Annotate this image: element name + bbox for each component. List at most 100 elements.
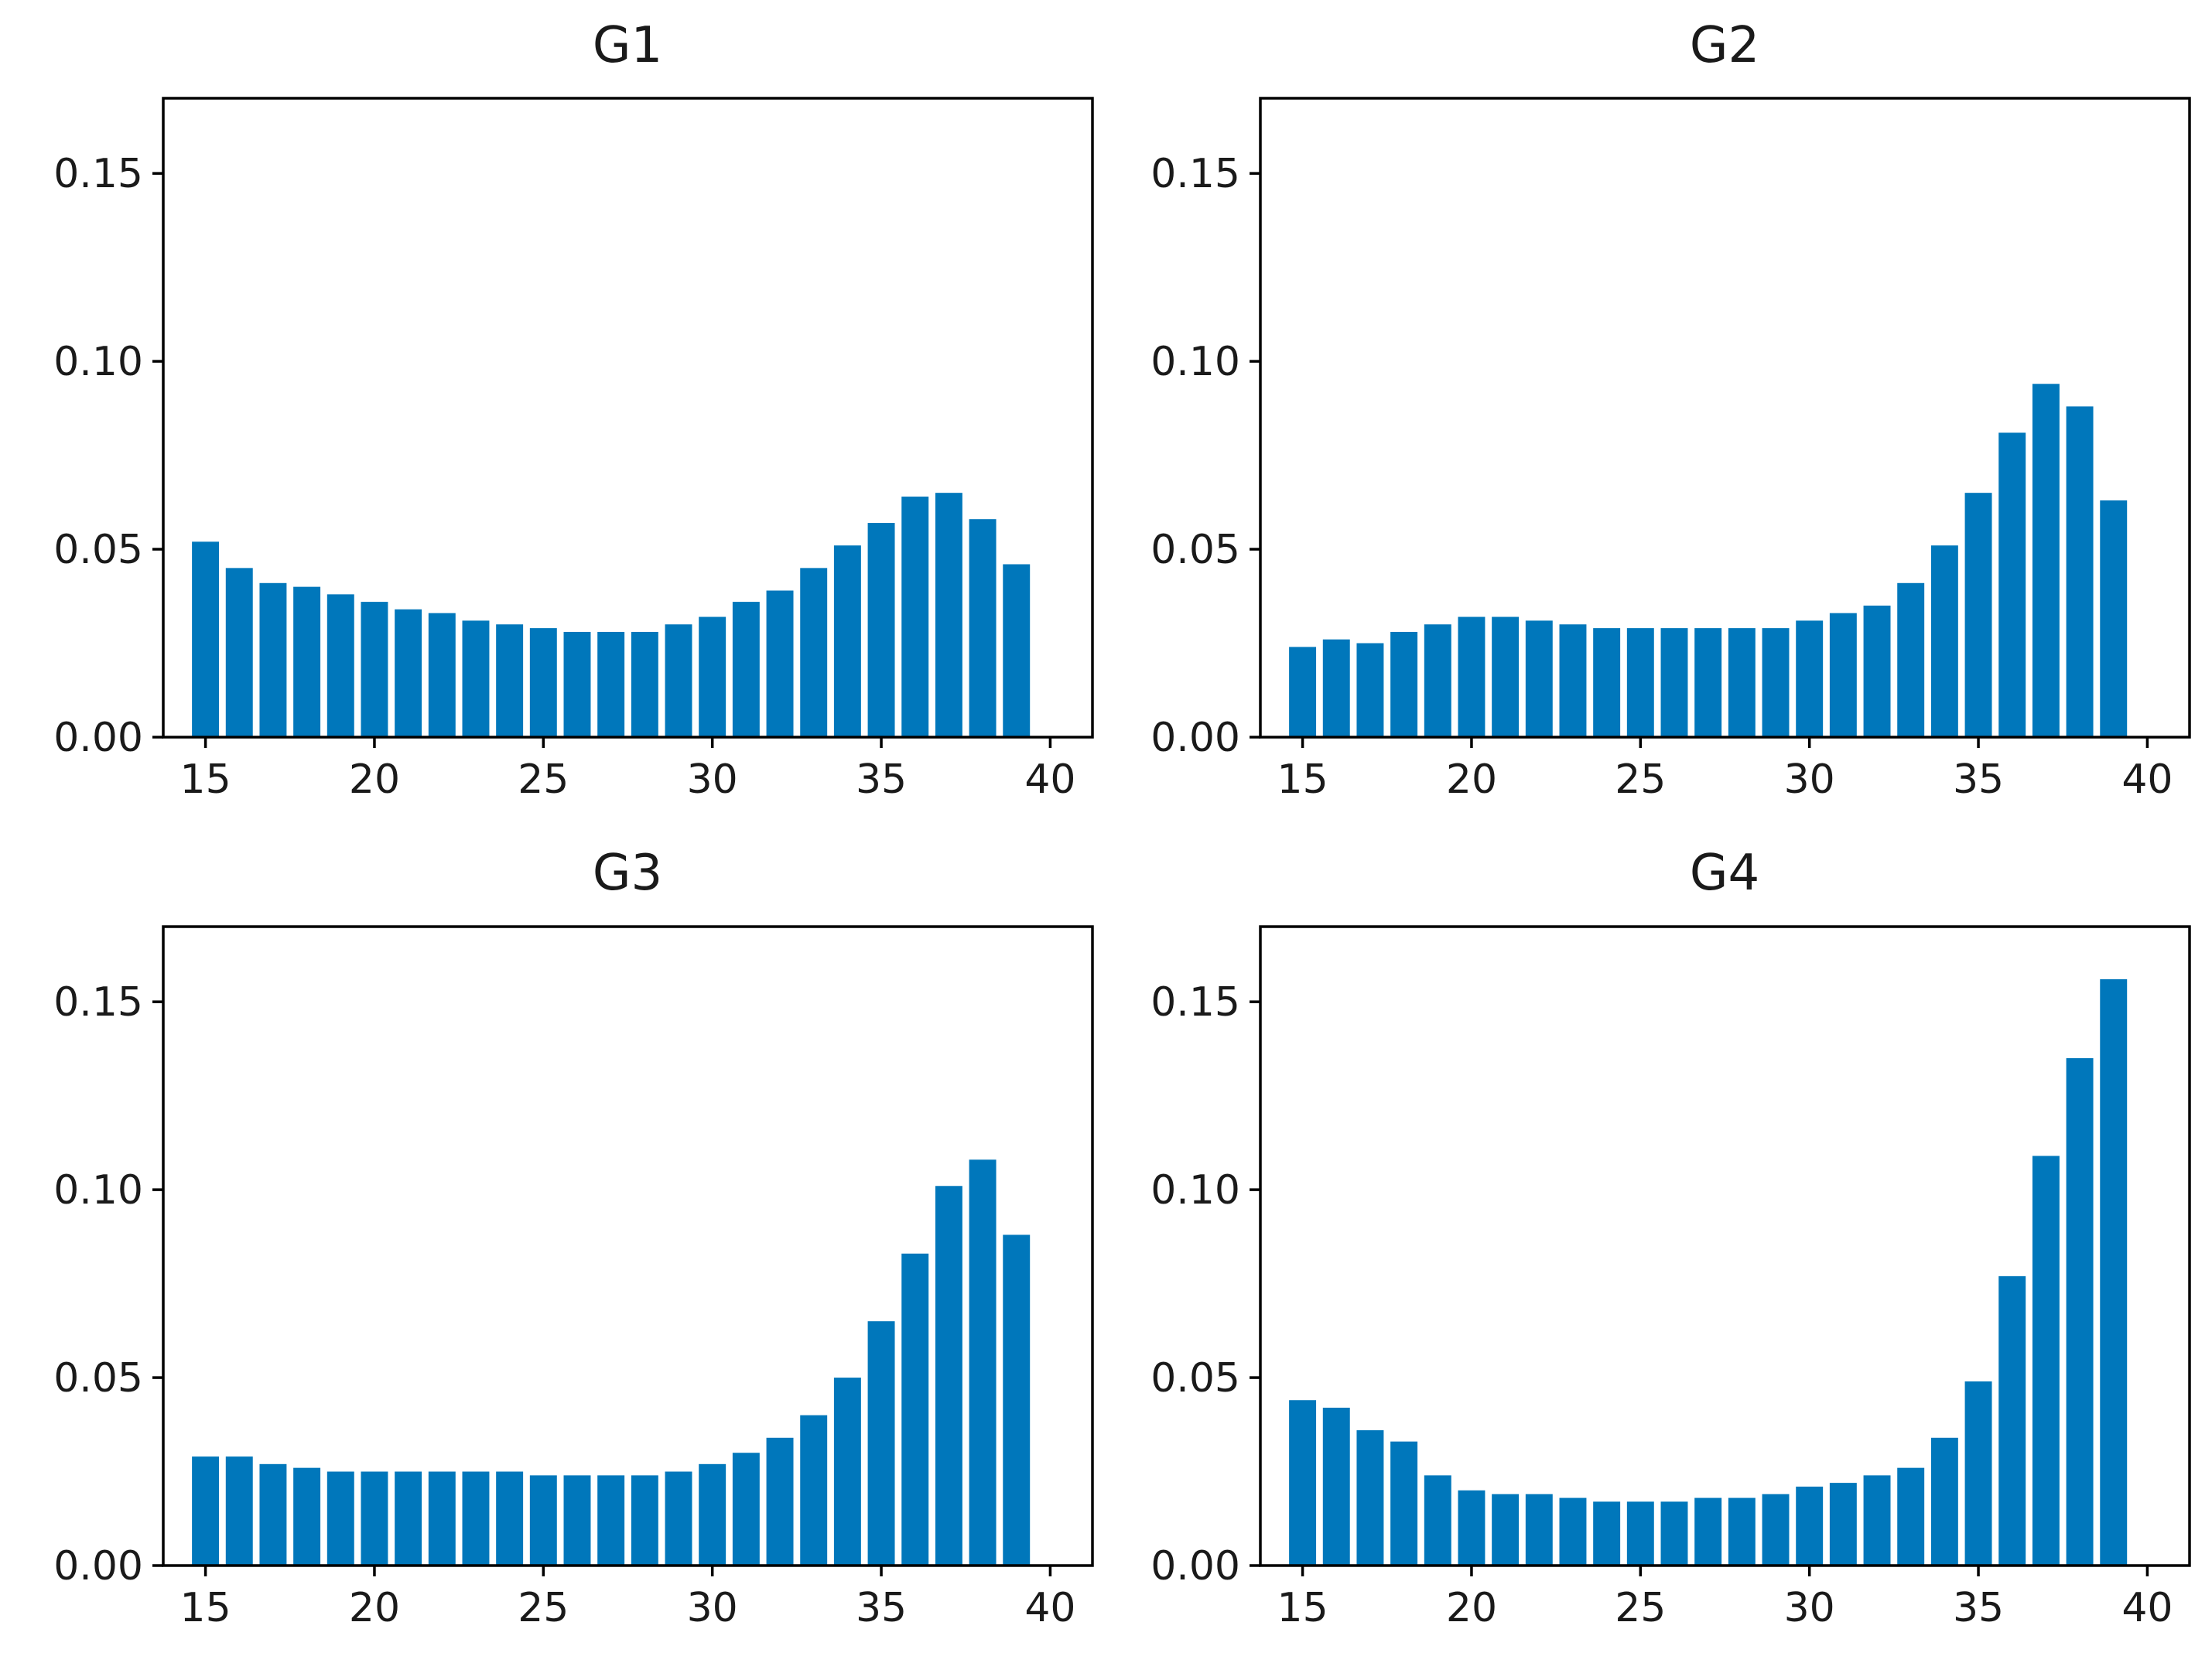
- bar: [1356, 643, 1384, 737]
- bar: [631, 1475, 658, 1566]
- bar: [496, 624, 524, 737]
- bar: [395, 1471, 422, 1566]
- y-tick-label: 0.00: [1150, 715, 1240, 761]
- bar: [597, 1475, 625, 1566]
- x-tick-label: 35: [856, 756, 907, 803]
- bar: [1762, 1494, 1790, 1566]
- panel-title: G2: [1690, 17, 1759, 74]
- bar: [597, 631, 625, 737]
- panel-g3: G3 15 20 25 30 35 40 0.00 0.05 0.10 0.15: [53, 845, 1094, 1631]
- bar: [699, 1463, 727, 1566]
- bar: [1003, 564, 1031, 737]
- x-tick-label: 15: [180, 756, 231, 803]
- x-tick-label: 25: [1615, 1585, 1666, 1631]
- bar: [1897, 582, 1925, 737]
- bar: [1593, 628, 1621, 737]
- x-tick-label: 20: [349, 756, 400, 803]
- bar: [259, 582, 287, 737]
- bar: [665, 1471, 692, 1566]
- panel-g1: G1 15 20 25 30 35 40 0.00 0.05 0.10 0.15: [53, 17, 1094, 803]
- bar: [1829, 1483, 1857, 1566]
- bar: [2100, 979, 2128, 1566]
- bar: [1897, 1467, 1925, 1566]
- bar: [1728, 628, 1756, 737]
- bar: [901, 1253, 929, 1566]
- x-tick-label: 25: [518, 1585, 569, 1631]
- bar: [1660, 1501, 1688, 1566]
- x-tick-label: 35: [1953, 1585, 2004, 1631]
- bar: [1525, 1494, 1553, 1566]
- bar: [192, 541, 220, 737]
- y-tick-label: 0.15: [53, 151, 143, 197]
- bar: [935, 1186, 962, 1566]
- bar: [1424, 1475, 1451, 1566]
- x-tick-label: 30: [687, 756, 738, 803]
- plot-frame: [162, 97, 1094, 739]
- panel-title: G1: [593, 17, 662, 74]
- bar: [1289, 647, 1317, 737]
- y-tick-label: 0.10: [53, 339, 143, 385]
- bar: [1390, 1441, 1418, 1566]
- bar: [2100, 500, 2128, 737]
- bar: [766, 1437, 794, 1566]
- bar: [395, 609, 422, 737]
- x-tick-label: 15: [1277, 1585, 1328, 1631]
- bar: [935, 493, 962, 737]
- bar: [1559, 1497, 1587, 1566]
- bar: [1390, 631, 1418, 737]
- bar: [225, 568, 253, 737]
- bar: [225, 1456, 253, 1566]
- y-tick-label: 0.05: [53, 1355, 143, 1402]
- bar: [2032, 384, 2060, 737]
- bar: [1458, 1490, 1485, 1566]
- bar: [192, 1456, 220, 1566]
- bar: [732, 1453, 760, 1566]
- bar: [1694, 628, 1722, 737]
- bar: [1626, 628, 1654, 737]
- bar: [699, 616, 727, 737]
- bar: [529, 628, 557, 737]
- y-tick-label: 0.00: [53, 715, 143, 761]
- y-tick-label: 0.00: [53, 1543, 143, 1590]
- x-tick-label: 30: [1784, 1585, 1835, 1631]
- bar: [800, 568, 828, 737]
- bar: [1559, 624, 1587, 737]
- bar: [1003, 1234, 1031, 1566]
- bar: [1525, 620, 1553, 737]
- plot-frame: [162, 925, 1094, 1567]
- panel-title: G4: [1690, 845, 1759, 902]
- bar: [1322, 639, 1350, 737]
- bar: [867, 1321, 895, 1566]
- bar: [1322, 1407, 1350, 1566]
- x-tick-label: 40: [2121, 1585, 2173, 1631]
- y-tick-label: 0.15: [1150, 979, 1240, 1026]
- y-tick-label: 0.05: [53, 527, 143, 573]
- bar: [2066, 406, 2094, 737]
- bar: [462, 620, 490, 737]
- bar: [732, 602, 760, 737]
- bar: [293, 1467, 321, 1566]
- bar: [1762, 628, 1790, 737]
- x-tick-label: 35: [1953, 756, 2004, 803]
- x-tick-label: 20: [1446, 1585, 1497, 1631]
- x-tick-label: 20: [1446, 756, 1497, 803]
- bar: [969, 1159, 997, 1566]
- bar: [631, 631, 658, 737]
- bar: [1492, 616, 1520, 737]
- bar: [1863, 605, 1891, 737]
- bar: [1796, 1486, 1824, 1566]
- y-tick-label: 0.05: [1150, 527, 1240, 573]
- bar: [259, 1463, 287, 1566]
- bar: [1863, 1475, 1891, 1566]
- y-tick-label: 0.10: [53, 1167, 143, 1214]
- y-tick-label: 0.05: [1150, 1355, 1240, 1402]
- bar: [2066, 1058, 2094, 1566]
- bar: [563, 1475, 591, 1566]
- bar: [327, 1471, 354, 1566]
- y-tick-label: 0.10: [1150, 339, 1240, 385]
- x-tick-label: 40: [2121, 756, 2173, 803]
- bar: [1998, 1275, 2026, 1566]
- x-tick-label: 20: [349, 1585, 400, 1631]
- bar: [1492, 1494, 1520, 1566]
- bar: [1998, 432, 2026, 737]
